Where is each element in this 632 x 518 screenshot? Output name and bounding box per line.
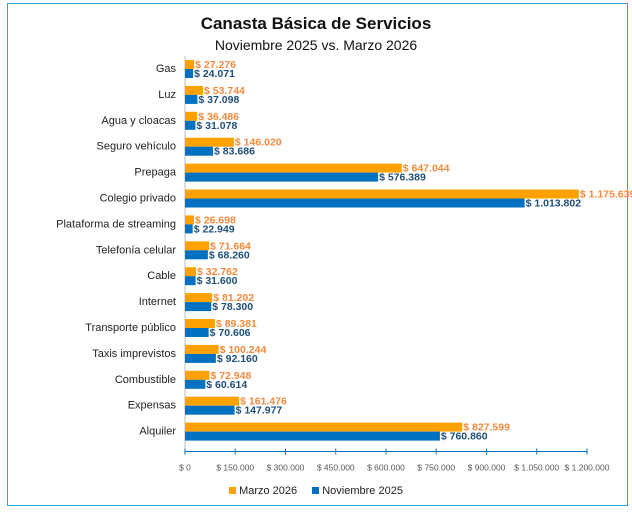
x-tick-label: $ 450.000 bbox=[317, 463, 355, 473]
bar-noviembre bbox=[185, 224, 193, 234]
data-label-noviembre: $ 83.686 bbox=[214, 146, 255, 158]
legend-item-noviembre: Noviembre 2025 bbox=[312, 485, 403, 497]
category-label: Cable bbox=[147, 270, 176, 282]
data-label-marzo: $ 32.762 bbox=[197, 266, 238, 278]
data-label-marzo: $ 26.698 bbox=[195, 214, 236, 226]
category-label: Prepaga bbox=[134, 167, 176, 179]
data-label-marzo: $ 81.202 bbox=[213, 292, 254, 304]
data-label-marzo: $ 1.175.639 bbox=[580, 189, 632, 201]
data-label-noviembre: $ 37.098 bbox=[198, 94, 239, 106]
data-label-marzo: $ 71.664 bbox=[210, 240, 251, 252]
bar-noviembre bbox=[185, 431, 440, 441]
category-label: Seguro vehículo bbox=[97, 141, 177, 153]
x-tick-label: $ 900.000 bbox=[468, 463, 506, 473]
data-label-noviembre: $ 70.606 bbox=[210, 327, 251, 339]
category-label: Plataforma de streaming bbox=[56, 218, 176, 230]
bar-marzo bbox=[185, 370, 210, 380]
x-tick-label: $ 750.000 bbox=[417, 463, 455, 473]
data-label-noviembre: $ 31.078 bbox=[196, 120, 237, 132]
x-tick-label: $ 300.000 bbox=[267, 463, 305, 473]
bar-marzo bbox=[185, 111, 198, 121]
data-label-noviembre: $ 147.977 bbox=[236, 405, 283, 417]
bar-noviembre bbox=[185, 379, 206, 389]
category-label: Transporte público bbox=[85, 322, 176, 334]
category-label: Taxis imprevistos bbox=[92, 348, 176, 360]
legend-label-marzo: Marzo 2026 bbox=[239, 485, 298, 497]
category-label: Luz bbox=[158, 89, 176, 101]
bar-marzo bbox=[185, 344, 219, 354]
x-tick-label: $ 1.050.000 bbox=[514, 463, 559, 473]
data-label-noviembre: $ 22.949 bbox=[194, 223, 235, 235]
legend-item-marzo: Marzo 2026 bbox=[229, 485, 297, 497]
bar-marzo bbox=[185, 137, 234, 147]
data-label-marzo: $ 100.244 bbox=[220, 344, 267, 356]
category-label: Combustible bbox=[115, 374, 176, 386]
bar-noviembre bbox=[185, 405, 235, 415]
bar-noviembre bbox=[185, 198, 525, 208]
x-tick-label: $ 150.000 bbox=[216, 463, 254, 473]
data-label-noviembre: $ 1.013.802 bbox=[526, 198, 582, 210]
chart-title: Canasta Básica de Servicios bbox=[200, 14, 432, 33]
data-label-noviembre: $ 68.260 bbox=[209, 249, 250, 261]
chart-subtitle: Noviembre 2025 vs. Marzo 2026 bbox=[214, 37, 418, 53]
data-label-marzo: $ 27.276 bbox=[195, 59, 236, 71]
legend-swatch-marzo bbox=[229, 487, 237, 494]
bar-noviembre bbox=[185, 328, 209, 337]
bar-noviembre bbox=[185, 69, 194, 78]
chart-frame bbox=[7, 3, 628, 506]
data-label-marzo: $ 72.948 bbox=[210, 370, 251, 382]
data-label-marzo: $ 146.020 bbox=[235, 137, 282, 149]
legend: Marzo 2026 Noviembre 2025 bbox=[0, 485, 632, 497]
bar-marzo bbox=[185, 422, 463, 432]
data-label-marzo: $ 647.044 bbox=[403, 163, 450, 175]
bar-marzo bbox=[185, 163, 402, 173]
bar-marzo bbox=[185, 267, 196, 277]
x-tick-label: $ 1.200.000 bbox=[565, 463, 610, 473]
bar-noviembre bbox=[185, 302, 212, 312]
x-tick-label: $ 0 bbox=[179, 463, 191, 473]
category-label: Expensas bbox=[128, 400, 177, 412]
bar-noviembre bbox=[185, 94, 198, 104]
bar-marzo bbox=[185, 293, 213, 303]
data-label-marzo: $ 36.486 bbox=[198, 111, 239, 123]
category-label: Alquiler bbox=[139, 426, 176, 438]
x-tick-label: $ 600.000 bbox=[367, 463, 405, 473]
bar-marzo bbox=[185, 396, 240, 406]
bar-marzo bbox=[185, 85, 204, 95]
bar-noviembre bbox=[185, 276, 196, 286]
bar-noviembre bbox=[185, 172, 379, 182]
bar-marzo bbox=[185, 60, 195, 69]
data-label-marzo: $ 827.599 bbox=[463, 422, 510, 434]
bar-marzo bbox=[185, 241, 210, 251]
bar-noviembre bbox=[185, 353, 216, 363]
category-label: Gas bbox=[156, 63, 177, 75]
bar-marzo bbox=[185, 189, 579, 199]
data-label-noviembre: $ 60.614 bbox=[206, 379, 247, 391]
bar-noviembre bbox=[185, 250, 208, 260]
bar-noviembre bbox=[185, 146, 214, 156]
category-label: Internet bbox=[139, 296, 176, 308]
data-label-noviembre: $ 78.300 bbox=[212, 301, 253, 313]
legend-label-noviembre: Noviembre 2025 bbox=[322, 485, 403, 497]
data-label-noviembre: $ 31.600 bbox=[197, 275, 238, 287]
data-label-noviembre: $ 576.389 bbox=[379, 172, 426, 184]
bar-marzo bbox=[185, 215, 194, 225]
data-label-noviembre: $ 92.160 bbox=[217, 353, 258, 365]
category-label: Colegio privado bbox=[100, 193, 176, 205]
data-label-marzo: $ 89.381 bbox=[216, 318, 257, 330]
bar-noviembre bbox=[185, 120, 196, 130]
bar-marzo bbox=[185, 319, 215, 328]
category-label: Telefonía celular bbox=[96, 244, 176, 256]
data-label-marzo: $ 161.476 bbox=[240, 396, 287, 408]
data-label-marzo: $ 53.744 bbox=[204, 85, 245, 97]
data-label-noviembre: $ 24.071 bbox=[194, 68, 235, 80]
data-label-noviembre: $ 760.860 bbox=[441, 431, 488, 443]
category-label: Agua y cloacas bbox=[101, 115, 176, 127]
legend-swatch-noviembre bbox=[312, 487, 320, 494]
